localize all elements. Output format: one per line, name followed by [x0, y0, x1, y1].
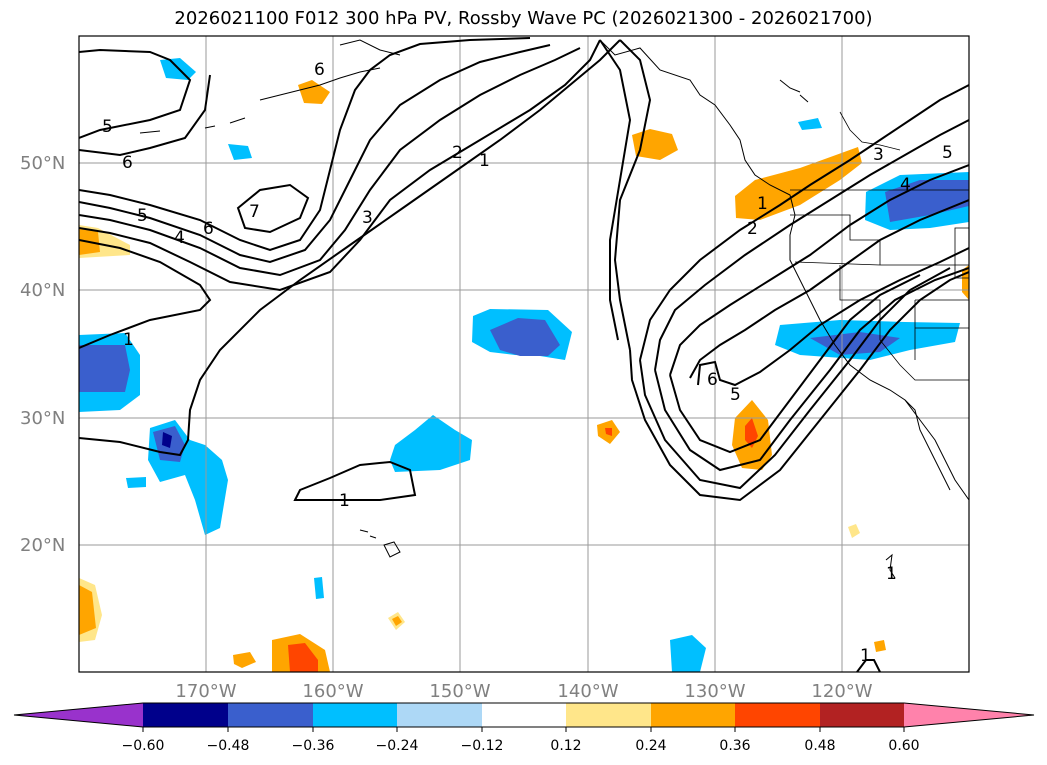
lat-label: 20°N — [20, 535, 65, 556]
colorbar-segment — [482, 703, 566, 727]
coastlines — [139, 39, 969, 579]
contour-label: 5 — [730, 385, 741, 405]
colorbar-segment — [651, 703, 735, 727]
map-border — [78, 35, 970, 673]
contour-label: 2 — [452, 143, 463, 163]
colorbar: −0.60 −0.48 −0.36 −0.24 −0.12 0.12 0.24 … — [13, 702, 1035, 754]
colorbar-segment — [143, 703, 228, 727]
colorbar-tick-label: 0.24 — [635, 738, 666, 754]
contour-label: 1 — [886, 564, 897, 584]
colorbar-tick-label: 0.12 — [550, 738, 581, 754]
contour-label: 6 — [122, 153, 133, 173]
colorbar-tick-label: −0.36 — [292, 738, 335, 754]
contour-label: 5 — [137, 206, 148, 226]
graticule — [79, 36, 969, 672]
colorbar-segment — [397, 703, 482, 727]
pv-contours — [79, 37, 969, 672]
contour-label: 1 — [479, 151, 490, 171]
longitude-labels: 170°W 160°W 150°W 140°W 130°W 120°W — [175, 681, 872, 702]
contour-label: 1 — [757, 194, 768, 214]
colorbar-tick-label: 0.48 — [804, 738, 835, 754]
lat-label: 50°N — [20, 153, 65, 174]
lat-label: 40°N — [20, 280, 65, 301]
contour-label: 6 — [203, 219, 214, 239]
lat-label: 30°N — [20, 408, 65, 429]
map-content: 6 5 6 5 4 6 7 3 2 1 1 1 2 1 6 5 3 4 5 1 … — [79, 36, 969, 672]
colorbar-tick-label: −0.60 — [122, 738, 165, 754]
colorbar-segment — [228, 703, 313, 727]
contour-label: 4 — [174, 228, 185, 248]
lon-label: 170°W — [175, 681, 236, 702]
colorbar-tick-label: −0.48 — [207, 738, 250, 754]
colorbar-segment — [735, 703, 820, 727]
pv-anomaly-shading — [79, 58, 969, 672]
colorbar-segment — [820, 703, 904, 727]
colorbar-extend-max — [904, 703, 1034, 727]
lon-label: 140°W — [557, 681, 618, 702]
colorbar-extend-min — [14, 703, 143, 727]
colorbar-segment — [313, 703, 397, 727]
contour-label: 1 — [123, 330, 134, 350]
contour-label: 5 — [102, 117, 113, 137]
contour-label: 1 — [860, 646, 871, 666]
colorbar-segment — [566, 703, 651, 727]
contour-label: 7 — [249, 202, 260, 222]
lon-label: 150°W — [429, 681, 490, 702]
lon-label: 160°W — [302, 681, 363, 702]
contour-label: 2 — [747, 219, 758, 239]
map-title: 2026021100 F012 300 hPa PV, Rossby Wave … — [174, 8, 873, 29]
colorbar-tick-label: −0.24 — [376, 738, 419, 754]
contour-label: 3 — [873, 145, 884, 165]
contour-label: 1 — [339, 491, 350, 511]
colorbar-tick-label: 0.60 — [888, 738, 919, 754]
contour-label: 4 — [900, 175, 911, 195]
lon-label: 120°W — [811, 681, 872, 702]
colorbar-ticks — [142, 727, 905, 732]
contour-label: 6 — [707, 370, 718, 390]
pv-contour-labels: 6 5 6 5 4 6 7 3 2 1 1 1 2 1 6 5 3 4 5 1 … — [102, 60, 953, 666]
contour-label: 5 — [942, 143, 953, 163]
contour-label: 6 — [314, 60, 325, 80]
lon-label: 130°W — [684, 681, 745, 702]
colorbar-tick-label: 0.36 — [719, 738, 750, 754]
colorbar-tick-label: −0.12 — [461, 738, 504, 754]
contour-label: 3 — [362, 208, 373, 228]
latitude-labels: 50°N 40°N 30°N 20°N — [20, 153, 65, 556]
